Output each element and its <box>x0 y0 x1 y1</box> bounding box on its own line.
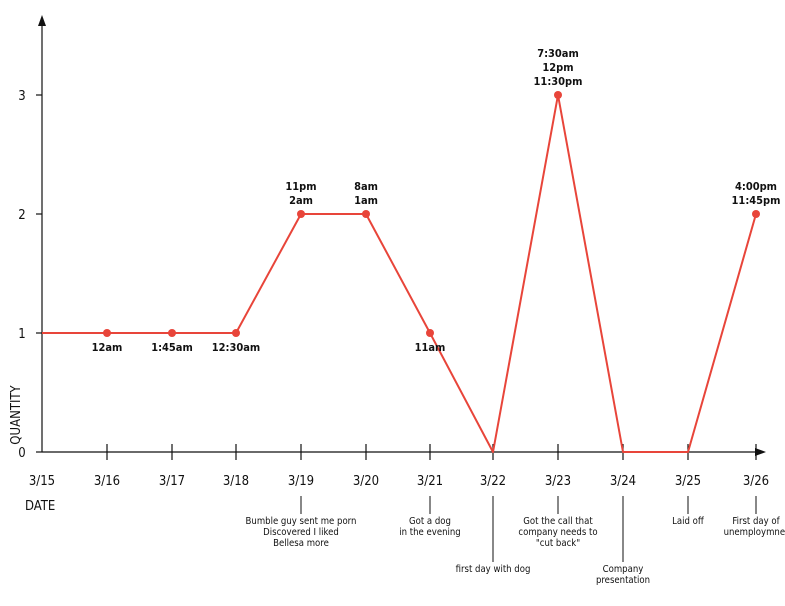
x-tick-label: 3/22 <box>480 474 506 489</box>
point-time-label: 1:45am <box>151 341 193 354</box>
data-point <box>232 329 240 337</box>
point-time-label: 11pm <box>285 180 316 193</box>
data-point <box>752 210 760 218</box>
annotation-text: Bumble guy sent me porn <box>246 516 357 527</box>
chart-marks: 0 1 2 3 3/15 3/16 3/17 3/18 3/19 3/20 3/21 3/22 3/23… <box>18 47 785 586</box>
x-tick-label: 3/18 <box>223 474 249 489</box>
annotation-text: Discovered I liked <box>263 527 339 538</box>
point-time-label: 11:30pm <box>534 75 583 88</box>
y-tick-label: 0 <box>18 446 25 461</box>
point-time-label: 12am <box>92 341 123 354</box>
x-tick-label: 3/15 <box>29 474 55 489</box>
x-tick-label: 3/26 <box>743 474 769 489</box>
y-axis-label: QUANTITY <box>9 384 24 444</box>
data-point <box>103 329 111 337</box>
point-time-label: 2am <box>289 194 313 207</box>
x-tick-label: 3/20 <box>353 474 379 489</box>
point-time-label: 7:30am <box>537 47 579 60</box>
data-point <box>426 329 434 337</box>
axes <box>38 15 766 456</box>
x-tick-label: 3/19 <box>288 474 314 489</box>
annotation-text: Bellesa more <box>273 538 329 549</box>
point-time-label: 8am <box>354 180 378 193</box>
annotation-text: "cut back" <box>536 538 580 549</box>
x-tick-label: 3/25 <box>675 474 701 489</box>
annotation-text: unemploymnet <box>724 527 785 538</box>
annotation-text: Company <box>603 564 644 575</box>
annotation-text: Got the call that <box>523 516 593 527</box>
point-time-label: 11:45pm <box>732 194 781 207</box>
y-tick-label: 1 <box>18 327 25 342</box>
y-axis-arrow <box>38 15 46 26</box>
x-tick-label: 3/24 <box>610 474 636 489</box>
x-tick-label: 3/23 <box>545 474 571 489</box>
point-time-label: 4:00pm <box>735 180 777 193</box>
y-tick-label: 3 <box>18 89 25 104</box>
data-point <box>554 91 562 99</box>
point-time-label: 11am <box>415 341 446 354</box>
annotation-text: presentation <box>596 575 650 586</box>
annotation-text: company needs to <box>518 527 597 538</box>
annotation-text: in the evening <box>399 527 460 538</box>
series-line <box>42 94 757 453</box>
annotation-text: first day with dog <box>456 564 531 575</box>
data-point <box>362 210 370 218</box>
x-axis-arrow <box>755 448 766 456</box>
point-time-label: 1am <box>354 194 378 207</box>
annotation-text: First day of <box>732 516 780 527</box>
x-tick-label: 3/17 <box>159 474 185 489</box>
x-axis-label: DATE <box>25 499 55 514</box>
y-tick-label: 2 <box>18 208 25 223</box>
x-tick-label: 3/16 <box>94 474 120 489</box>
data-point <box>297 210 305 218</box>
point-time-label: 12:30am <box>212 341 261 354</box>
annotation-text: Laid off <box>672 516 705 527</box>
annotation-text: Got a dog <box>409 516 451 527</box>
data-point <box>168 329 176 337</box>
point-time-label: 12pm <box>542 61 573 74</box>
x-tick-label: 3/21 <box>417 474 443 489</box>
